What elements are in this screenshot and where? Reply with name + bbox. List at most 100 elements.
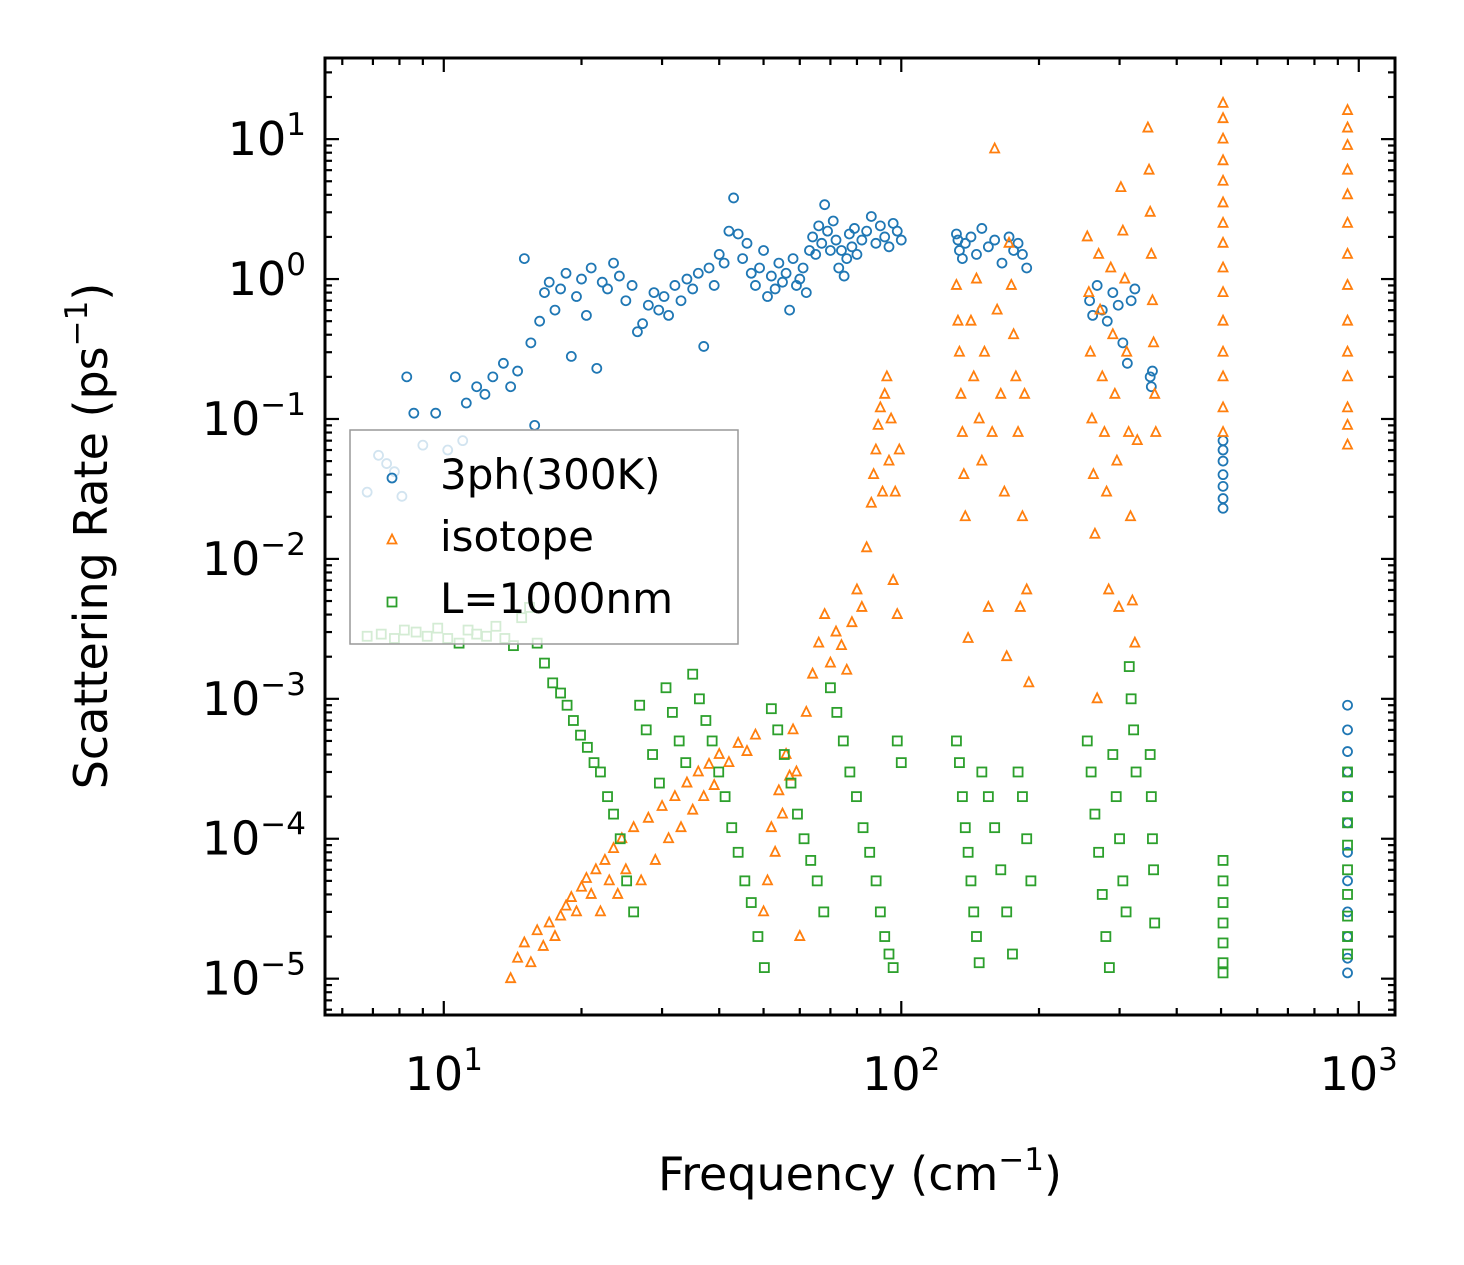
data-point-3ph bbox=[663, 309, 674, 321]
data-point-3ph bbox=[698, 341, 710, 352]
data-point-3ph bbox=[632, 326, 643, 338]
data-point-l1000nm bbox=[883, 948, 895, 960]
data-point-3ph bbox=[784, 304, 795, 316]
data-point-3ph bbox=[750, 280, 761, 291]
data-point-3ph bbox=[849, 223, 860, 234]
data-point-3ph bbox=[669, 280, 681, 291]
data-point-isotope bbox=[649, 852, 662, 865]
data-point-3ph bbox=[620, 295, 632, 307]
data-point-3ph bbox=[543, 276, 555, 288]
data-point-isotope bbox=[1217, 369, 1229, 382]
data-point-l1000nm bbox=[851, 791, 862, 803]
data-point-l1000nm bbox=[962, 846, 974, 858]
data-point-l1000nm bbox=[837, 735, 849, 747]
data-point-isotope bbox=[1000, 649, 1013, 662]
data-point-isotope bbox=[1217, 285, 1229, 298]
data-point-isotope bbox=[1341, 138, 1354, 150]
data-point-isotope bbox=[1341, 277, 1354, 290]
data-point-3ph bbox=[827, 215, 839, 227]
data-point-3ph bbox=[687, 283, 699, 295]
data-point-3ph bbox=[951, 228, 962, 240]
data-point-l1000nm bbox=[973, 957, 985, 969]
data-point-3ph bbox=[1342, 724, 1353, 736]
data-point-l1000nm bbox=[1100, 931, 1112, 942]
data-point-l1000nm bbox=[726, 822, 738, 834]
data-point-isotope bbox=[1217, 111, 1229, 124]
data-point-isotope bbox=[554, 908, 567, 921]
data-point-isotope bbox=[1341, 344, 1354, 357]
data-point-l1000nm bbox=[874, 906, 886, 918]
legend-label-l1000nm: L=1000nm bbox=[440, 574, 673, 623]
data-point-l1000nm bbox=[891, 735, 903, 747]
data-point-isotope bbox=[708, 778, 721, 790]
data-point-3ph bbox=[648, 287, 660, 299]
data-point-isotope bbox=[549, 929, 561, 941]
data-point-3ph bbox=[1147, 365, 1158, 377]
data-point-isotope bbox=[580, 870, 593, 883]
data-point-l1000nm bbox=[1342, 889, 1353, 900]
data-point-isotope bbox=[991, 302, 1004, 315]
data-point-l1000nm bbox=[1217, 875, 1229, 887]
data-point-isotope bbox=[793, 929, 806, 941]
data-point-3ph bbox=[846, 241, 858, 253]
data-point-l1000nm bbox=[1342, 931, 1353, 942]
data-point-3ph bbox=[1117, 337, 1129, 349]
data-point-isotope bbox=[1081, 229, 1094, 242]
data-point-l1000nm bbox=[1093, 846, 1105, 858]
data-point-isotope bbox=[1114, 180, 1127, 193]
data-point-3ph bbox=[773, 257, 785, 269]
data-point-l1000nm bbox=[588, 757, 600, 769]
data-point-isotope bbox=[732, 735, 745, 748]
data-point-3ph bbox=[718, 257, 730, 269]
data-point-isotope bbox=[585, 886, 598, 899]
data-point-l1000nm bbox=[575, 729, 586, 741]
data-point-isotope bbox=[531, 923, 544, 936]
data-point-isotope bbox=[769, 844, 782, 857]
data-point-l1000nm bbox=[1096, 889, 1108, 900]
data-point-3ph bbox=[816, 237, 828, 249]
data-point-3ph bbox=[819, 199, 831, 211]
data-point-3ph bbox=[401, 371, 413, 383]
data-point-isotope bbox=[1116, 223, 1129, 236]
data-point-isotope bbox=[570, 904, 583, 917]
data-point-l1000nm bbox=[621, 875, 633, 887]
data-point-isotope bbox=[1146, 293, 1159, 306]
data-point-l1000nm bbox=[1149, 917, 1161, 929]
data-point-isotope bbox=[1341, 417, 1354, 430]
data-point-l1000nm bbox=[965, 875, 977, 887]
data-point-3ph bbox=[675, 295, 687, 307]
data-point-3ph bbox=[865, 211, 877, 222]
data-point-3ph bbox=[1101, 315, 1113, 327]
data-point-3ph bbox=[692, 267, 704, 279]
data-point-isotope bbox=[1147, 335, 1160, 348]
data-point-isotope bbox=[867, 467, 880, 480]
data-point-isotope bbox=[1341, 187, 1354, 200]
data-point-l1000nm bbox=[1107, 749, 1119, 760]
data-point-isotope bbox=[872, 417, 885, 430]
data-point-isotope bbox=[656, 798, 669, 811]
data-point-isotope bbox=[662, 831, 675, 844]
data-point-l1000nm bbox=[1114, 833, 1125, 845]
y-tick-label: 101 bbox=[228, 107, 306, 166]
data-point-l1000nm bbox=[561, 699, 573, 711]
data-point-isotope bbox=[611, 886, 624, 899]
data-point-isotope bbox=[1143, 162, 1156, 175]
data-point-l1000nm bbox=[785, 777, 797, 789]
data-point-3ph bbox=[596, 276, 608, 288]
data-point-isotope bbox=[1018, 386, 1031, 399]
data-point-isotope bbox=[1217, 344, 1229, 357]
data-point-isotope bbox=[956, 425, 969, 437]
data-point-isotope bbox=[1022, 675, 1035, 688]
y-tick-label: 10−1 bbox=[202, 387, 306, 446]
data-point-l1000nm bbox=[982, 791, 994, 803]
x-axis-label: Frequency (cm−1) bbox=[658, 1142, 1062, 1201]
data-point-isotope bbox=[1084, 344, 1097, 357]
data-point-isotope bbox=[1145, 246, 1158, 259]
data-point-l1000nm bbox=[989, 822, 1001, 834]
data-point-isotope bbox=[518, 935, 531, 948]
data-point-3ph bbox=[883, 241, 895, 253]
data-point-3ph bbox=[1121, 357, 1133, 369]
data-point-l1000nm bbox=[1120, 906, 1132, 918]
data-point-isotope bbox=[878, 386, 891, 399]
data-point-isotope bbox=[876, 484, 889, 497]
